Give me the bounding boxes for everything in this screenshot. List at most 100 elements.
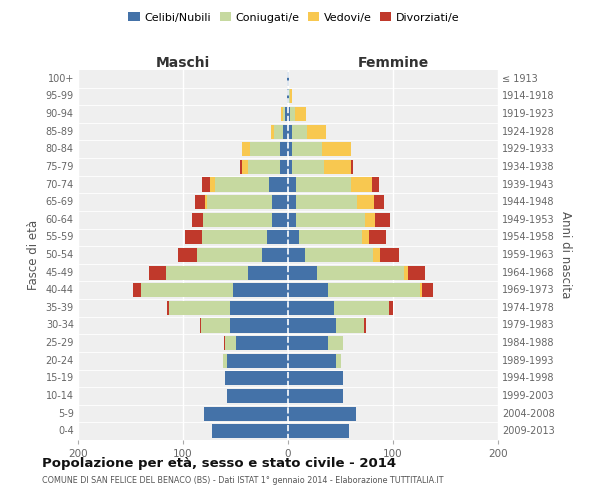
Bar [202,178,210,192]
Bar [280,160,288,174]
Bar [369,230,386,244]
Bar [167,301,169,315]
Bar [288,195,296,209]
Bar [280,142,288,156]
Bar [295,107,306,121]
Bar [225,336,235,350]
Bar [288,424,349,438]
Bar [285,107,288,121]
Bar [193,212,203,227]
Bar [288,107,290,121]
Bar [296,212,365,227]
Bar [364,318,366,332]
Bar [324,160,351,174]
Bar [250,142,280,156]
Bar [292,142,322,156]
Bar [242,160,248,174]
Y-axis label: Anni di nascita: Anni di nascita [559,212,572,298]
Bar [215,178,269,192]
Bar [262,248,288,262]
Bar [288,301,334,315]
Bar [288,336,328,350]
Bar [230,301,288,315]
Bar [288,318,337,332]
Bar [288,283,328,298]
Bar [328,283,421,298]
Bar [235,336,288,350]
Bar [227,354,288,368]
Bar [204,406,288,420]
Bar [337,354,341,368]
Bar [292,160,324,174]
Bar [272,195,288,209]
Bar [133,283,141,298]
Bar [296,178,351,192]
Bar [212,424,288,438]
Bar [337,318,364,332]
Bar [422,283,433,298]
Bar [288,72,289,86]
Bar [380,248,400,262]
Bar [288,406,356,420]
Bar [211,178,215,192]
Bar [307,124,326,138]
Bar [242,142,250,156]
Bar [224,336,225,350]
Bar [358,195,374,209]
Bar [227,389,288,403]
Bar [351,160,353,174]
Bar [149,266,166,280]
Bar [334,301,389,315]
Bar [292,124,307,138]
Bar [240,160,242,174]
Bar [288,248,305,262]
Bar [322,142,351,156]
Bar [225,372,288,386]
Bar [288,90,289,104]
Bar [202,230,267,244]
Bar [288,372,343,386]
Bar [288,124,292,138]
Text: Femmine: Femmine [358,56,428,70]
Bar [248,160,280,174]
Bar [288,230,299,244]
Bar [421,283,422,298]
Bar [269,178,288,192]
Bar [404,266,408,280]
Bar [272,212,288,227]
Bar [194,195,205,209]
Bar [361,230,369,244]
Bar [375,212,390,227]
Bar [328,336,343,350]
Bar [223,354,227,368]
Bar [288,354,337,368]
Bar [299,230,361,244]
Bar [290,90,292,104]
Bar [287,90,288,104]
Text: COMUNE DI SAN FELICE DEL BENACO (BS) - Dati ISTAT 1° gennaio 2014 - Elaborazione: COMUNE DI SAN FELICE DEL BENACO (BS) - D… [42,476,443,485]
Bar [365,212,375,227]
Bar [317,266,404,280]
Bar [203,212,272,227]
Text: Popolazione per età, sesso e stato civile - 2014: Popolazione per età, sesso e stato civil… [42,458,396,470]
Bar [207,195,272,209]
Legend: Celibi/Nubili, Coniugati/e, Vedovi/e, Divorziati/e: Celibi/Nubili, Coniugati/e, Vedovi/e, Di… [124,8,464,27]
Bar [408,266,425,280]
Bar [185,230,202,244]
Bar [141,283,233,298]
Bar [288,212,296,227]
Bar [283,107,285,121]
Bar [274,124,283,138]
Bar [290,107,295,121]
Bar [389,301,393,315]
Text: Maschi: Maschi [156,56,210,70]
Bar [233,283,288,298]
Bar [373,248,380,262]
Bar [201,318,230,332]
Bar [248,266,288,280]
Y-axis label: Fasce di età: Fasce di età [27,220,40,290]
Bar [230,318,288,332]
Bar [205,195,207,209]
Bar [372,178,379,192]
Bar [169,301,230,315]
